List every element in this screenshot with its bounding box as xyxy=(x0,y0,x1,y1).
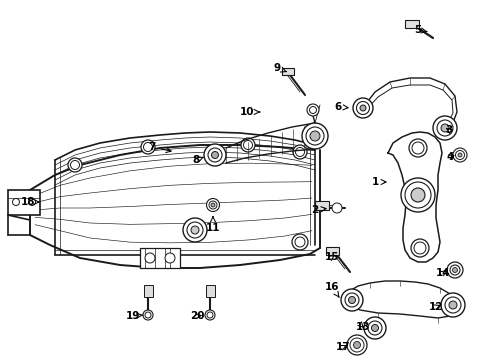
Circle shape xyxy=(13,198,20,206)
Circle shape xyxy=(400,178,434,212)
Circle shape xyxy=(359,105,365,111)
Text: 17: 17 xyxy=(335,342,349,352)
Text: 2: 2 xyxy=(311,205,325,215)
Circle shape xyxy=(410,239,428,257)
Bar xyxy=(205,285,215,297)
Text: 16: 16 xyxy=(324,282,339,297)
Circle shape xyxy=(340,289,362,311)
Text: 12: 12 xyxy=(428,302,442,312)
Circle shape xyxy=(302,123,327,149)
Circle shape xyxy=(191,226,199,234)
Text: 5: 5 xyxy=(413,25,427,35)
Text: 13: 13 xyxy=(355,322,369,332)
Bar xyxy=(143,285,153,297)
Circle shape xyxy=(28,198,36,206)
Circle shape xyxy=(448,301,456,309)
Circle shape xyxy=(352,98,372,118)
Bar xyxy=(314,201,328,210)
Text: 6: 6 xyxy=(334,102,347,112)
Bar xyxy=(8,190,40,215)
Text: 9: 9 xyxy=(273,63,285,73)
Circle shape xyxy=(206,198,219,212)
Text: 4: 4 xyxy=(446,152,453,162)
Circle shape xyxy=(292,145,306,159)
Text: 1: 1 xyxy=(370,177,385,187)
Circle shape xyxy=(452,148,466,162)
Bar xyxy=(140,248,180,268)
Circle shape xyxy=(204,310,215,320)
Text: 7: 7 xyxy=(148,142,171,153)
Circle shape xyxy=(210,203,215,207)
Circle shape xyxy=(164,253,175,263)
Circle shape xyxy=(68,158,82,172)
Circle shape xyxy=(203,144,225,166)
Text: 18: 18 xyxy=(20,197,39,207)
Circle shape xyxy=(141,140,155,154)
Bar xyxy=(325,247,338,255)
Circle shape xyxy=(291,234,307,250)
Circle shape xyxy=(440,293,464,317)
Circle shape xyxy=(353,342,360,348)
Circle shape xyxy=(410,188,424,202)
Circle shape xyxy=(309,131,319,141)
Circle shape xyxy=(331,203,341,213)
Circle shape xyxy=(432,116,456,140)
Circle shape xyxy=(346,335,366,355)
Text: 20: 20 xyxy=(189,311,204,321)
Circle shape xyxy=(408,139,426,157)
Bar xyxy=(282,68,293,75)
Circle shape xyxy=(348,297,355,303)
Circle shape xyxy=(241,138,254,152)
Text: 10: 10 xyxy=(239,107,259,117)
Circle shape xyxy=(451,267,457,273)
Circle shape xyxy=(440,124,448,132)
Circle shape xyxy=(306,104,318,116)
Circle shape xyxy=(371,324,378,332)
Bar xyxy=(404,20,418,28)
Circle shape xyxy=(142,310,153,320)
Text: 11: 11 xyxy=(205,217,220,233)
Circle shape xyxy=(145,253,155,263)
Text: 8: 8 xyxy=(192,155,203,165)
Circle shape xyxy=(446,262,462,278)
Text: 15: 15 xyxy=(324,252,339,262)
Text: 19: 19 xyxy=(125,311,142,321)
Text: 14: 14 xyxy=(435,268,449,278)
Circle shape xyxy=(211,152,218,158)
Circle shape xyxy=(183,218,206,242)
Circle shape xyxy=(363,317,385,339)
Circle shape xyxy=(457,153,461,157)
Text: 3: 3 xyxy=(445,125,452,135)
